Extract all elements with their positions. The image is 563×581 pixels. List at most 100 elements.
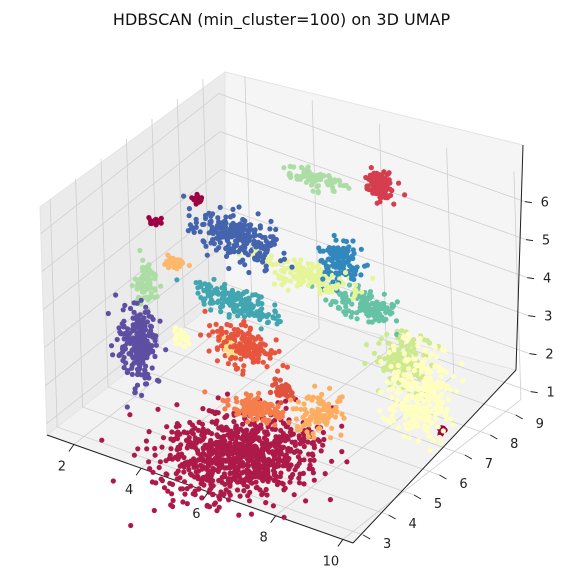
scatter-point (442, 347, 448, 354)
scatter-point (206, 348, 212, 354)
x-tick-mark (68, 444, 75, 452)
scatter-point (154, 294, 160, 300)
scatter-point (129, 371, 135, 377)
scatter-point (262, 342, 268, 348)
scatter-point (152, 452, 158, 458)
scatter-point (142, 268, 148, 274)
scatter-point (214, 225, 220, 231)
scatter-point (216, 425, 222, 431)
scatter-point (447, 387, 453, 393)
scatter-point (255, 301, 261, 307)
scatter-point (239, 408, 246, 414)
scatter-point (303, 498, 309, 504)
scatter-point (169, 429, 175, 435)
scatter-point (180, 330, 186, 336)
scatter-point (427, 369, 434, 375)
scatter-point (394, 373, 400, 379)
scatter-point (238, 453, 245, 459)
scatter-point (249, 404, 255, 410)
scatter-point (294, 283, 300, 289)
scatter-point (206, 332, 212, 338)
scatter-point (415, 393, 421, 399)
scatter-point (176, 423, 182, 429)
scatter-point (236, 204, 242, 210)
scatter-point (363, 303, 369, 309)
scatter-point (149, 343, 155, 349)
scatter-point (240, 421, 246, 427)
scatter-point (126, 351, 132, 357)
scatter-point (206, 429, 212, 435)
scatter-point (202, 389, 208, 395)
scatter-point (280, 433, 286, 439)
scatter-point (229, 298, 235, 304)
scatter-point (144, 446, 150, 452)
scatter-point (208, 458, 214, 464)
scatter-point (311, 435, 317, 441)
scatter-point (279, 383, 285, 389)
scatter-point (160, 435, 167, 441)
scatter-point (129, 365, 135, 371)
scatter-point (189, 422, 195, 428)
scatter-point (318, 176, 324, 183)
scatter-point (363, 174, 369, 181)
scatter-point (412, 356, 419, 362)
scatter-point (323, 297, 329, 303)
scatter-point (341, 415, 347, 421)
scatter-point (267, 389, 273, 396)
y-tick-label: 3 (383, 537, 391, 552)
scatter-point (215, 410, 221, 416)
scatter-point (398, 377, 405, 383)
scatter-point (232, 222, 238, 228)
scatter-point (245, 230, 251, 236)
scatter-point (214, 432, 220, 438)
scatter-point (328, 435, 334, 441)
scatter-point (231, 419, 237, 425)
scatter-point (242, 218, 248, 224)
scatter-points (99, 163, 466, 529)
scatter-point (298, 257, 304, 263)
scatter-point (338, 432, 344, 438)
scatter-point (209, 300, 215, 306)
scatter-point (201, 458, 207, 464)
scatter-point (310, 439, 316, 445)
scatter-point (291, 257, 297, 263)
scatter-point (186, 213, 192, 219)
scatter-point (203, 243, 209, 249)
scatter-point (306, 422, 312, 428)
y-tick-label: 8 (510, 437, 518, 452)
scatter-point (310, 394, 316, 400)
scatter-point (125, 326, 131, 332)
scatter-point (309, 407, 315, 413)
scatter-point (371, 350, 377, 356)
scatter-point (169, 481, 176, 487)
scatter-point (270, 468, 277, 474)
scatter-point (272, 422, 278, 428)
x-tick-mark (135, 467, 142, 476)
scatter-point (158, 283, 164, 289)
scatter-point (229, 436, 235, 442)
scatter-point (394, 299, 400, 305)
scatter-point (141, 353, 147, 359)
scatter-point (235, 365, 241, 371)
scatter-point (421, 337, 427, 343)
y-tick-mark (413, 494, 422, 500)
scatter-point (265, 447, 271, 453)
scatter-point (274, 481, 280, 488)
scatter-point (390, 376, 396, 382)
scatter-point (280, 481, 286, 487)
scatter-point (230, 206, 236, 212)
scatter-point (163, 347, 169, 353)
scatter-point (433, 411, 439, 417)
z-tick-mark (528, 315, 536, 318)
scatter-point (286, 170, 293, 176)
scatter-point (287, 464, 293, 470)
scatter-point (210, 491, 216, 497)
scatter-point (401, 372, 407, 378)
scatter-point (248, 400, 254, 406)
scatter-point (126, 335, 132, 341)
scatter-point (117, 351, 123, 357)
scatter-point (302, 273, 308, 279)
scatter-point (239, 470, 245, 476)
scatter-point (275, 442, 281, 448)
scatter-point (301, 174, 307, 180)
